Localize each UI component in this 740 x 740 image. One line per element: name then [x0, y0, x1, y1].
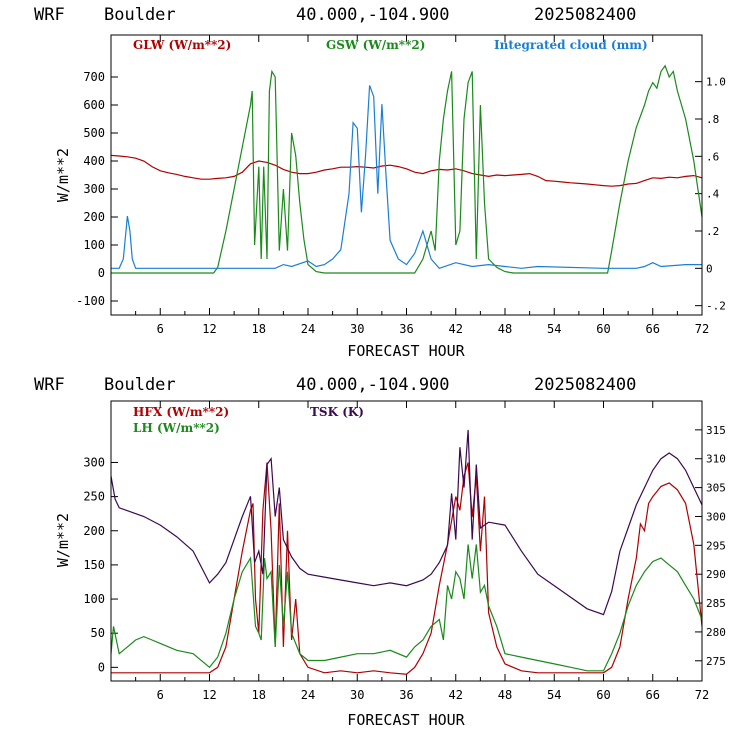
chart1-legend: GLW (W/m**2) GSW (W/m**2) Integrated clo…: [133, 38, 648, 52]
chart2-y2-tick-label: 285: [706, 597, 726, 610]
chart2-legend: HFX (W/m**2) LH (W/m**2) TSK (K): [133, 405, 364, 435]
chart2-y-tick-label: 50: [91, 626, 105, 640]
chart1-x-tick-label: 54: [547, 322, 561, 336]
chart1-y2-tick-label: .4: [706, 188, 720, 201]
chart1-header-coords: 40.000,-104.900: [296, 5, 450, 25]
chart1-y2-tick-label: 1.0: [706, 76, 726, 89]
chart1-y2-tick-label: .8: [706, 113, 719, 126]
legend-tsk: TSK (K): [310, 405, 364, 419]
lh-series-line: [110, 544, 703, 672]
chart2-y-tick-label: 100: [83, 592, 105, 606]
gsw-series-line: [111, 64, 703, 274]
chart2-y2-tick-label: 305: [706, 482, 726, 495]
chart2-y2-tick-label: 310: [706, 453, 726, 466]
hfx-series-line: [111, 462, 703, 675]
chart1-y-tick-label: 200: [83, 210, 105, 224]
chart1-x-tick-label: 18: [252, 322, 266, 336]
chart2-x-tick-label: 66: [646, 688, 660, 702]
chart1-y-tick-label: 500: [83, 126, 105, 140]
chart2-x-tick-label: 54: [547, 688, 561, 702]
chart1-plot-frame: [110, 34, 703, 316]
glw-series-line: [110, 154, 703, 187]
legend-cloud: Integrated cloud (mm): [494, 38, 648, 52]
chart2-y-axis-label: W/m**2: [54, 513, 72, 567]
legend-gsw: GSW (W/m**2): [326, 38, 425, 52]
chart2-y-tick-label: 300: [83, 455, 105, 469]
chart2-y2-tick-label: 280: [706, 626, 726, 639]
chart1-x-tick-label: 42: [449, 322, 463, 336]
chart1-x-tick-label: 24: [301, 322, 315, 336]
chart1-y-tick-label: 400: [83, 154, 105, 168]
chart1-x-tick-label: 48: [498, 322, 512, 336]
chart2-x-tick-label: 42: [449, 688, 463, 702]
cloud-series-line: [111, 85, 702, 269]
chart2-x-tick-label: 6: [157, 688, 164, 702]
chart2-header: WRF Boulder 40.000,-104.900 2025082400: [34, 375, 636, 395]
chart2-y-tick-label: 150: [83, 558, 105, 572]
chart1-y-tick-label: 300: [83, 182, 105, 196]
chart1-y-tick-label: -100: [76, 294, 105, 308]
chart2-y-tick-label: 200: [83, 524, 105, 538]
legend-hfx: HFX (W/m**2): [133, 405, 229, 419]
chart1-y-tick-label: 0: [98, 266, 105, 280]
chart1-y-axis-label: W/m**2: [54, 148, 72, 202]
chart2-y2-tick-label: 315: [706, 424, 726, 437]
chart1-grid: 6 12 18 24 30 36 42 48 54 60 66 72 -100 0 100 200 300 400…: [76, 35, 726, 336]
tsk-series-line: [110, 429, 703, 616]
chart1-x-tick-label: 36: [399, 322, 413, 336]
chart2-x-tick-label: 72: [695, 688, 709, 702]
chart2-plot-frame: [110, 400, 703, 682]
chart1-y2-tick-label: .2: [706, 225, 719, 238]
chart2-y-tick-label: 0: [98, 660, 105, 674]
chart1-x-tick-label: 60: [596, 322, 610, 336]
chart2-y2-tick-label: 290: [706, 568, 726, 581]
chart1-x-tick-label: 30: [350, 322, 364, 336]
chart2-y2-tick-label: 275: [706, 655, 726, 668]
chart1-x-tick-label: 66: [646, 322, 660, 336]
chart2-header-date: 2025082400: [534, 375, 636, 395]
chart1-y-tick-label: 600: [83, 98, 105, 112]
chart2-y2-tick-label: 300: [706, 510, 726, 523]
chart1-x-tick-label: 12: [202, 322, 216, 336]
chart2-header-model: WRF: [34, 375, 65, 395]
chart1-y2-tick-label: .6: [706, 150, 719, 163]
chart2-header-coords: 40.000,-104.900: [296, 375, 450, 395]
chart2-x-tick-label: 18: [252, 688, 266, 702]
chart2-x-tick-label: 48: [498, 688, 512, 702]
chart1-x-tick-label: 72: [695, 322, 709, 336]
chart2-header-location: Boulder: [104, 375, 176, 395]
chart2-x-tick-label: 12: [202, 688, 216, 702]
chart2-x-tick-label: 36: [399, 688, 413, 702]
chart2-x-tick-label: 24: [301, 688, 315, 702]
chart1-header-location: Boulder: [104, 5, 176, 25]
chart1-x-axis-label: FORECAST HOUR: [347, 342, 465, 360]
chart1-y-tick-label: 700: [83, 70, 105, 84]
chart1-header-date: 2025082400: [534, 5, 636, 25]
chart1-x-tick-label: 6: [157, 322, 164, 336]
chart2-x-tick-label: 60: [596, 688, 610, 702]
chart2-grid: 6 12 18 24 30 36 42 48 54 60 66 72 0 50 100 150 200 250 30…: [83, 401, 726, 702]
chart1-header-model: WRF: [34, 5, 65, 25]
legend-glw: GLW (W/m**2): [133, 38, 231, 52]
legend-lh: LH (W/m**2): [133, 421, 220, 435]
chart1-y2-tick-label: 0: [706, 262, 713, 275]
chart2-x-axis-label: FORECAST HOUR: [347, 711, 465, 729]
chart1-y-tick-label: 100: [83, 238, 105, 252]
chart1-header: WRF Boulder 40.000,-104.900 2025082400: [34, 5, 636, 25]
chart1-y2-tick-label: -.2: [706, 300, 726, 313]
chart2-y-tick-label: 250: [83, 490, 105, 504]
chart2-y2-tick-label: 295: [706, 539, 726, 552]
chart2-x-tick-label: 30: [350, 688, 364, 702]
